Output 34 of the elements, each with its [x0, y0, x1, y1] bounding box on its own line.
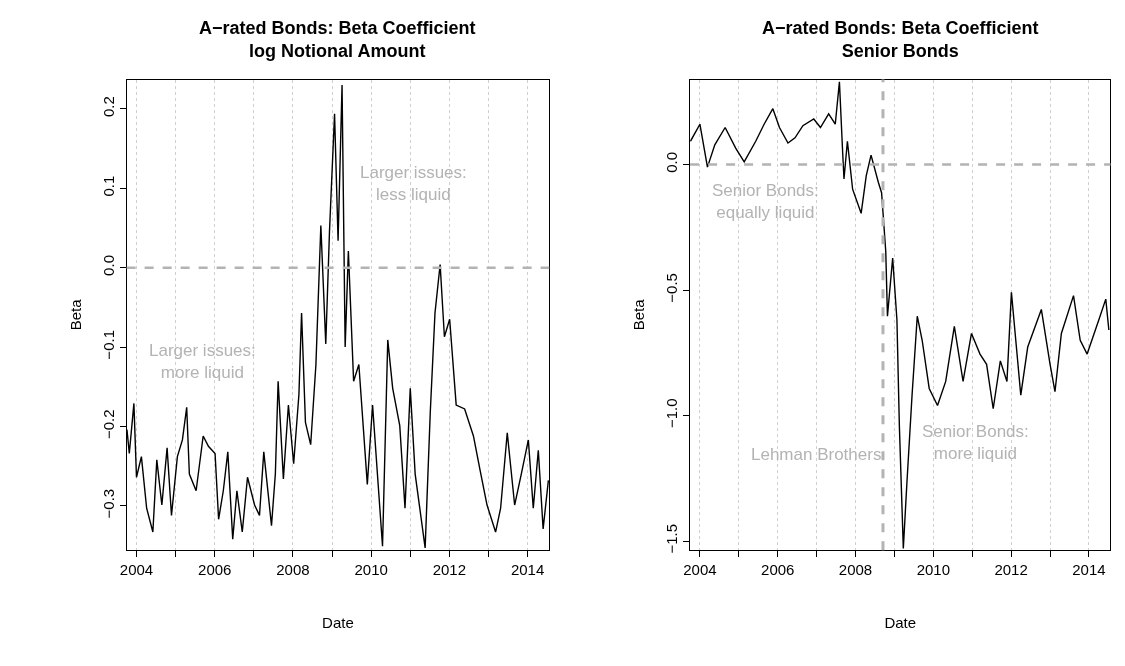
y-tick-label: 0.1 — [99, 175, 117, 197]
x-tick-label: 2012 — [994, 561, 1028, 579]
x-tick-label: 2014 — [510, 561, 545, 579]
x-tick-label: 2010 — [354, 561, 388, 579]
x-tick-label: 2008 — [276, 561, 310, 579]
y-tick-label: −1.0 — [663, 398, 681, 429]
ref-line-label: Lehman Brothers — [751, 445, 882, 464]
annotation: Larger issues: more liquid — [149, 341, 256, 383]
x-tick-label: 2004 — [119, 561, 154, 579]
x-tick-label: 2006 — [198, 561, 232, 579]
x-tick-label: 2008 — [838, 561, 873, 579]
y-axis-title: Beta — [66, 298, 84, 331]
x-tick-label: 2010 — [916, 561, 951, 579]
annotation: Larger issues: less liquid — [360, 163, 467, 205]
line-series — [126, 84, 550, 549]
y-tick-label: −0.1 — [99, 330, 117, 360]
x-axis-title: Date — [322, 614, 354, 632]
x-tick-label: 2012 — [432, 561, 467, 579]
y-tick-label: −0.5 — [663, 273, 681, 303]
annotation: Senior Bonds: equally liquid — [712, 181, 819, 223]
y-tick-label: −0.3 — [99, 488, 117, 519]
x-tick-label: 2014 — [1072, 561, 1106, 579]
x-tick-label: 2006 — [761, 561, 795, 579]
chart-title: A−rated Bonds: Beta Coefficient log Notional Amount — [199, 18, 476, 62]
y-tick-label: 0.0 — [663, 151, 681, 173]
chart-title: A−rated Bonds: Beta Coefficient Senior Bonds — [762, 18, 1039, 62]
x-axis-title: Date — [884, 614, 917, 632]
x-tick-label: 2004 — [683, 561, 717, 579]
y-tick-label: −1.5 — [663, 523, 681, 554]
annotation: Senior Bonds: more liquid — [922, 422, 1029, 464]
y-tick-label: 0.0 — [99, 255, 117, 276]
y-tick-label: −0.2 — [99, 409, 117, 440]
y-tick-label: 0.2 — [99, 96, 117, 118]
y-axis-title: Beta — [630, 298, 648, 331]
